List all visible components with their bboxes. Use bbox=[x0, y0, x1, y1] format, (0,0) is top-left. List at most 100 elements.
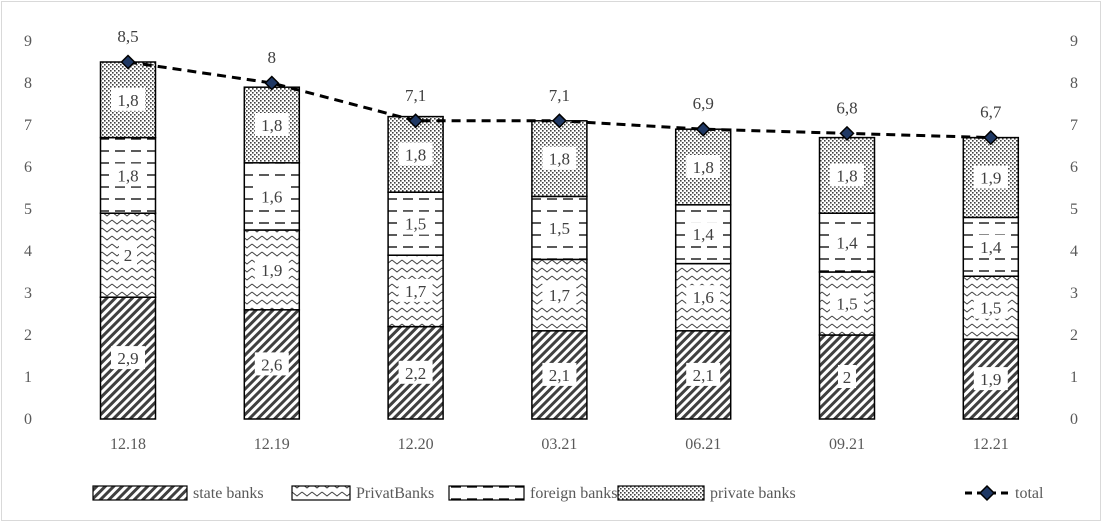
segment-data-label: 1,5 bbox=[405, 215, 426, 234]
segment-data-label: 1,8 bbox=[261, 116, 282, 135]
y-tick-label-left: 1 bbox=[24, 369, 32, 386]
total-line-layer: 8,5 8 7,1 7,1 6,9 6,8 6,7 bbox=[117, 27, 1002, 146]
y-tick-label-left: 6 bbox=[24, 159, 32, 176]
segment-label-bg bbox=[542, 283, 577, 307]
segment-label-bg bbox=[973, 234, 1008, 258]
segment-label-bg bbox=[398, 360, 433, 384]
segment-data-label: 1,5 bbox=[836, 295, 857, 314]
segment-data-label: 1,8 bbox=[693, 158, 714, 177]
segment-data-label: 1,8 bbox=[117, 91, 138, 110]
total-data-label: 8 bbox=[268, 48, 277, 67]
y-tick-label-right: 6 bbox=[1070, 159, 1078, 176]
segment-label-bg bbox=[111, 346, 145, 370]
segment-data-label: 1,4 bbox=[836, 234, 858, 253]
segment-label-bg bbox=[398, 211, 433, 235]
total-data-label: 8,5 bbox=[117, 27, 138, 46]
segment-label-bg bbox=[542, 215, 577, 239]
bar-segment bbox=[962, 338, 1020, 420]
x-category-label: 03.21 bbox=[541, 436, 577, 453]
total-point-marker bbox=[839, 125, 855, 141]
segment-data-label: 2,1 bbox=[693, 366, 714, 385]
segment-label-bg bbox=[686, 222, 721, 246]
y-tick-label-left: 8 bbox=[24, 75, 32, 92]
segment-data-label: 1,9 bbox=[261, 261, 282, 280]
segment-label-bg bbox=[686, 285, 721, 309]
total-point-marker bbox=[264, 75, 280, 91]
segment-label-bg bbox=[686, 362, 721, 386]
segment-data-label: 1,9 bbox=[980, 169, 1001, 188]
legend-label: total bbox=[1015, 485, 1044, 502]
total-point-marker bbox=[408, 113, 424, 129]
segment-label-bg bbox=[838, 365, 856, 388]
segment-label-bg bbox=[973, 367, 1008, 391]
total-data-label: 6,9 bbox=[693, 94, 714, 113]
total-point-marker bbox=[695, 121, 711, 137]
legend-diamond-marker bbox=[978, 484, 996, 502]
segment-label-bg bbox=[973, 295, 1008, 319]
x-category-label: 12.21 bbox=[973, 436, 1009, 453]
total-data-label: 6,7 bbox=[980, 103, 1002, 122]
segment-data-label: 1,6 bbox=[693, 288, 714, 307]
y-tick-label-right: 2 bbox=[1070, 327, 1078, 344]
legend-label: state banks bbox=[193, 485, 264, 502]
y-tick-label-right: 5 bbox=[1070, 201, 1078, 218]
segment-label-bg bbox=[686, 155, 721, 178]
y-tick-label-right: 7 bbox=[1070, 117, 1078, 134]
total-data-label: 7,1 bbox=[405, 86, 426, 105]
segment-label-bg bbox=[254, 113, 289, 136]
segment-label-bg bbox=[398, 278, 433, 302]
total-point-marker bbox=[120, 54, 136, 70]
segment-labels-layer: 2,9 2 1,8 1,8 2,6 1,9 1,6 1,8 2,2 1,7 1,5 1,8 2,1 1,7… bbox=[111, 87, 1008, 391]
segment-data-label: 1,7 bbox=[549, 286, 571, 305]
total-point-marker bbox=[551, 113, 567, 129]
segment-label-bg bbox=[254, 184, 289, 208]
y-tick-label-left: 0 bbox=[24, 411, 32, 428]
segment-label-bg bbox=[830, 291, 864, 315]
segment-data-label: 2,6 bbox=[261, 355, 282, 374]
legend-swatch bbox=[92, 485, 188, 501]
x-category-label: 06.21 bbox=[685, 436, 721, 453]
legend-swatch bbox=[617, 485, 705, 501]
y-tick-label-right: 9 bbox=[1070, 33, 1078, 50]
legend-swatch bbox=[291, 485, 351, 501]
y-tick-label-left: 5 bbox=[24, 201, 32, 218]
legend-label: PrivatBanks bbox=[356, 485, 434, 502]
y-tick-label-right: 3 bbox=[1070, 285, 1078, 302]
y-tick-label-left: 2 bbox=[24, 327, 32, 344]
y-tick-label-left: 4 bbox=[24, 243, 32, 260]
segment-data-label: 1,5 bbox=[549, 219, 570, 238]
y-tick-label-left: 3 bbox=[24, 285, 32, 302]
segment-data-label: 1,8 bbox=[549, 150, 570, 169]
legend: state banks PrivatBanks foreign banks priva… bbox=[92, 484, 1044, 502]
segment-label-bg bbox=[830, 230, 864, 254]
x-category-label: 09.21 bbox=[829, 436, 865, 453]
y-tick-label-left: 9 bbox=[24, 33, 32, 50]
segment-data-label: 2 bbox=[124, 246, 133, 265]
segment-data-label: 1,4 bbox=[693, 225, 715, 244]
x-category-label: 12.19 bbox=[254, 436, 290, 453]
total-point-marker bbox=[983, 130, 999, 146]
segment-data-label: 1,9 bbox=[980, 370, 1001, 389]
category-labels-layer: 12.18 12.19 12.20 03.21 06.21 09.21 12.21 bbox=[110, 436, 1009, 453]
y-tick-label-right: 4 bbox=[1070, 243, 1078, 260]
segment-data-label: 1,5 bbox=[980, 299, 1001, 318]
left-axis-ticks: 0 1 2 3 4 5 6 7 8 9 bbox=[24, 33, 32, 428]
segment-data-label: 1,8 bbox=[836, 166, 857, 185]
right-axis-ticks: 0 1 2 3 4 5 6 7 8 9 bbox=[1070, 33, 1078, 428]
bars-layer bbox=[99, 61, 1020, 420]
bar-segment bbox=[531, 195, 588, 261]
segment-data-label: 2,9 bbox=[117, 349, 138, 368]
total-data-label: 7,1 bbox=[549, 86, 570, 105]
segment-data-label: 1,6 bbox=[261, 187, 282, 206]
y-tick-label-right: 0 bbox=[1070, 411, 1078, 428]
y-tick-label-left: 7 bbox=[24, 117, 32, 134]
legend-label: private banks bbox=[710, 485, 796, 502]
legend-swatch bbox=[448, 485, 525, 501]
segment-label-bg bbox=[830, 163, 864, 187]
segment-data-label: 1,4 bbox=[980, 238, 1002, 257]
segment-data-label: 2 bbox=[843, 368, 852, 387]
segment-data-label: 2,1 bbox=[549, 366, 570, 385]
segment-label-bg bbox=[398, 142, 433, 166]
